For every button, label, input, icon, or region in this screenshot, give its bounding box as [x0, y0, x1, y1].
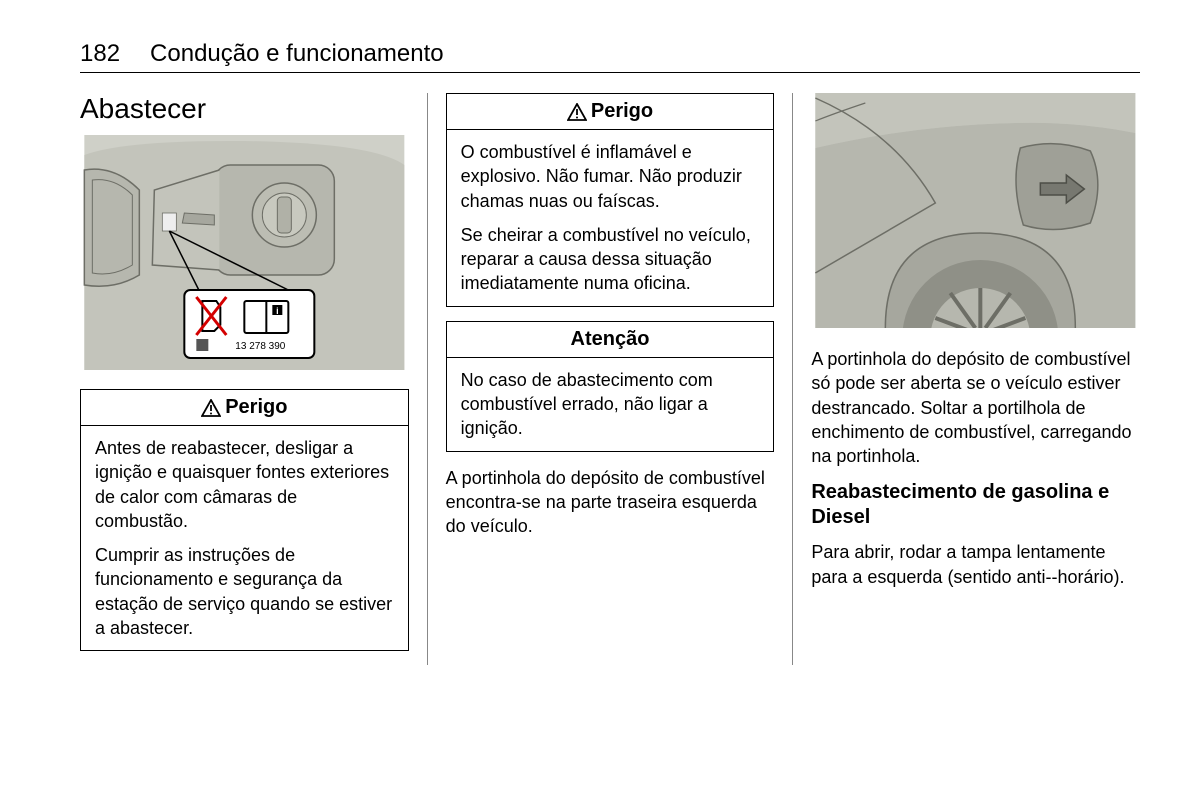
caution-paragraph: No caso de abastecimento com combustível… — [461, 368, 760, 441]
svg-text:i: i — [276, 306, 279, 316]
column-1: Abastecer — [80, 93, 427, 665]
page-header: 182 Condução e funcionamento — [80, 40, 1140, 73]
warning-triangle-icon — [201, 399, 221, 417]
warning-paragraph: O combustível é inflamável e explosivo. … — [461, 140, 760, 213]
sub-heading: Reabastecimento de gasolina e Diesel — [811, 480, 1140, 530]
body-paragraph: A portinhola do depósito de combustível … — [811, 347, 1140, 468]
column-3: A portinhola do depósito de combustível … — [793, 93, 1140, 665]
fuel-door-illustration — [811, 93, 1140, 328]
warning-title: Perigo — [591, 100, 653, 123]
warning-paragraph: Se cheirar a combustível no veículo, rep… — [461, 223, 760, 296]
caution-title: Atenção — [571, 328, 650, 351]
caution-box-atencao: Atenção No caso de abastecimento com com… — [446, 321, 775, 452]
warning-paragraph: Antes de reabastecer, desligar a ignição… — [95, 436, 394, 533]
body-paragraph: Para abrir, rodar a tampa lentamente par… — [811, 540, 1140, 589]
fuel-cap-illustration: i 13 278 390 — [80, 135, 409, 370]
section-title: Abastecer — [80, 93, 409, 125]
warning-paragraph: Cumprir as instruções de funcionamento e… — [95, 543, 394, 640]
caution-box-body: No caso de abastecimento com combustível… — [447, 358, 774, 451]
body-paragraph: A portinhola do depósito de combustível … — [446, 466, 775, 539]
page-number: 182 — [80, 40, 120, 68]
warning-box-body: Antes de reabastecer, desligar a ignição… — [81, 426, 408, 650]
content-columns: Abastecer — [80, 93, 1140, 665]
warning-title: Perigo — [225, 396, 287, 419]
warning-box-header: Perigo — [447, 94, 774, 130]
chapter-title: Condução e funcionamento — [150, 40, 444, 68]
badge-label: 13 278 390 — [235, 341, 285, 352]
warning-box-perigo-2: Perigo O combustível é inflamável e expl… — [446, 93, 775, 307]
column-2: Perigo O combustível é inflamável e expl… — [428, 93, 793, 665]
caution-box-header: Atenção — [447, 322, 774, 358]
warning-box-perigo-1: Perigo Antes de reabastecer, desligar a … — [80, 389, 409, 651]
warning-box-header: Perigo — [81, 390, 408, 426]
warning-box-body: O combustível é inflamável e explosivo. … — [447, 130, 774, 306]
warning-triangle-icon — [567, 103, 587, 121]
